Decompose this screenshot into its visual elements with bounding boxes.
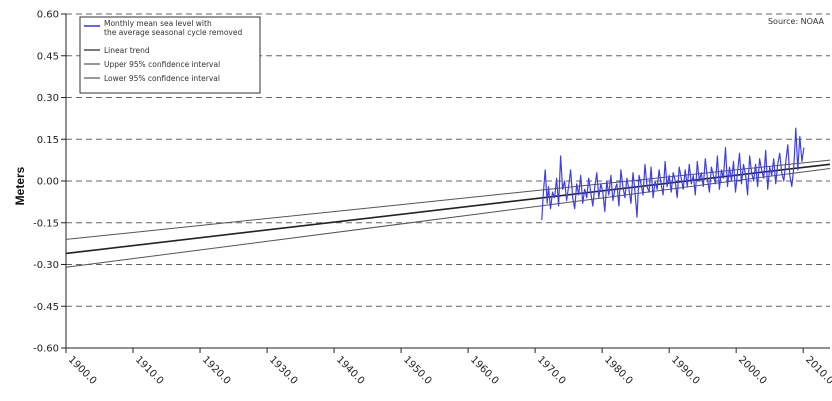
x-tick-label: 2000.0 [736,354,769,387]
legend-label: Linear trend [104,46,150,55]
x-tick-label: 1980.0 [602,354,635,387]
legend-label: Lower 95% confidence interval [104,74,220,83]
y-tick-label: 0.45 [37,51,59,62]
y-tick-label: -0.60 [33,344,59,355]
y-tick-label: -0.30 [33,260,59,271]
legend-label: Monthly mean sea level with the average s… [104,19,242,37]
legend-box [79,16,261,94]
x-tick-label: 1990.0 [669,354,702,387]
x-tick-label: 1940.0 [334,354,367,387]
x-tick-label: 1900.0 [66,354,99,387]
y-tick-label: 0.60 [37,10,59,21]
grid-layer [66,13,830,307]
y-axis-label: Meters [13,166,27,205]
y-tick-label: 0.00 [37,177,59,188]
series-layer [65,127,831,268]
x-tick-label: 1960.0 [468,354,501,387]
legend: Monthly mean sea level with the average s… [79,16,261,94]
x-tick-label: 1970.0 [535,354,568,387]
x-tick-label: 1920.0 [200,354,233,387]
legend-label: Upper 95% confidence interval [104,60,220,69]
y-tick-label: -0.45 [33,302,59,313]
series-upper-ci-line [65,159,831,240]
y-tick-label: -0.15 [33,218,59,229]
series-monthly-mean-line [541,127,805,221]
y-tick-label: 0.30 [37,93,59,104]
source-label: Source: NOAA [768,17,825,26]
x-tick-label: 1930.0 [267,354,300,387]
y-tick-label: 0.15 [37,135,59,146]
x-tick-label: 1910.0 [133,354,166,387]
x-tick-label: 1950.0 [401,354,434,387]
x-tick-label: 2010.0 [803,354,832,387]
